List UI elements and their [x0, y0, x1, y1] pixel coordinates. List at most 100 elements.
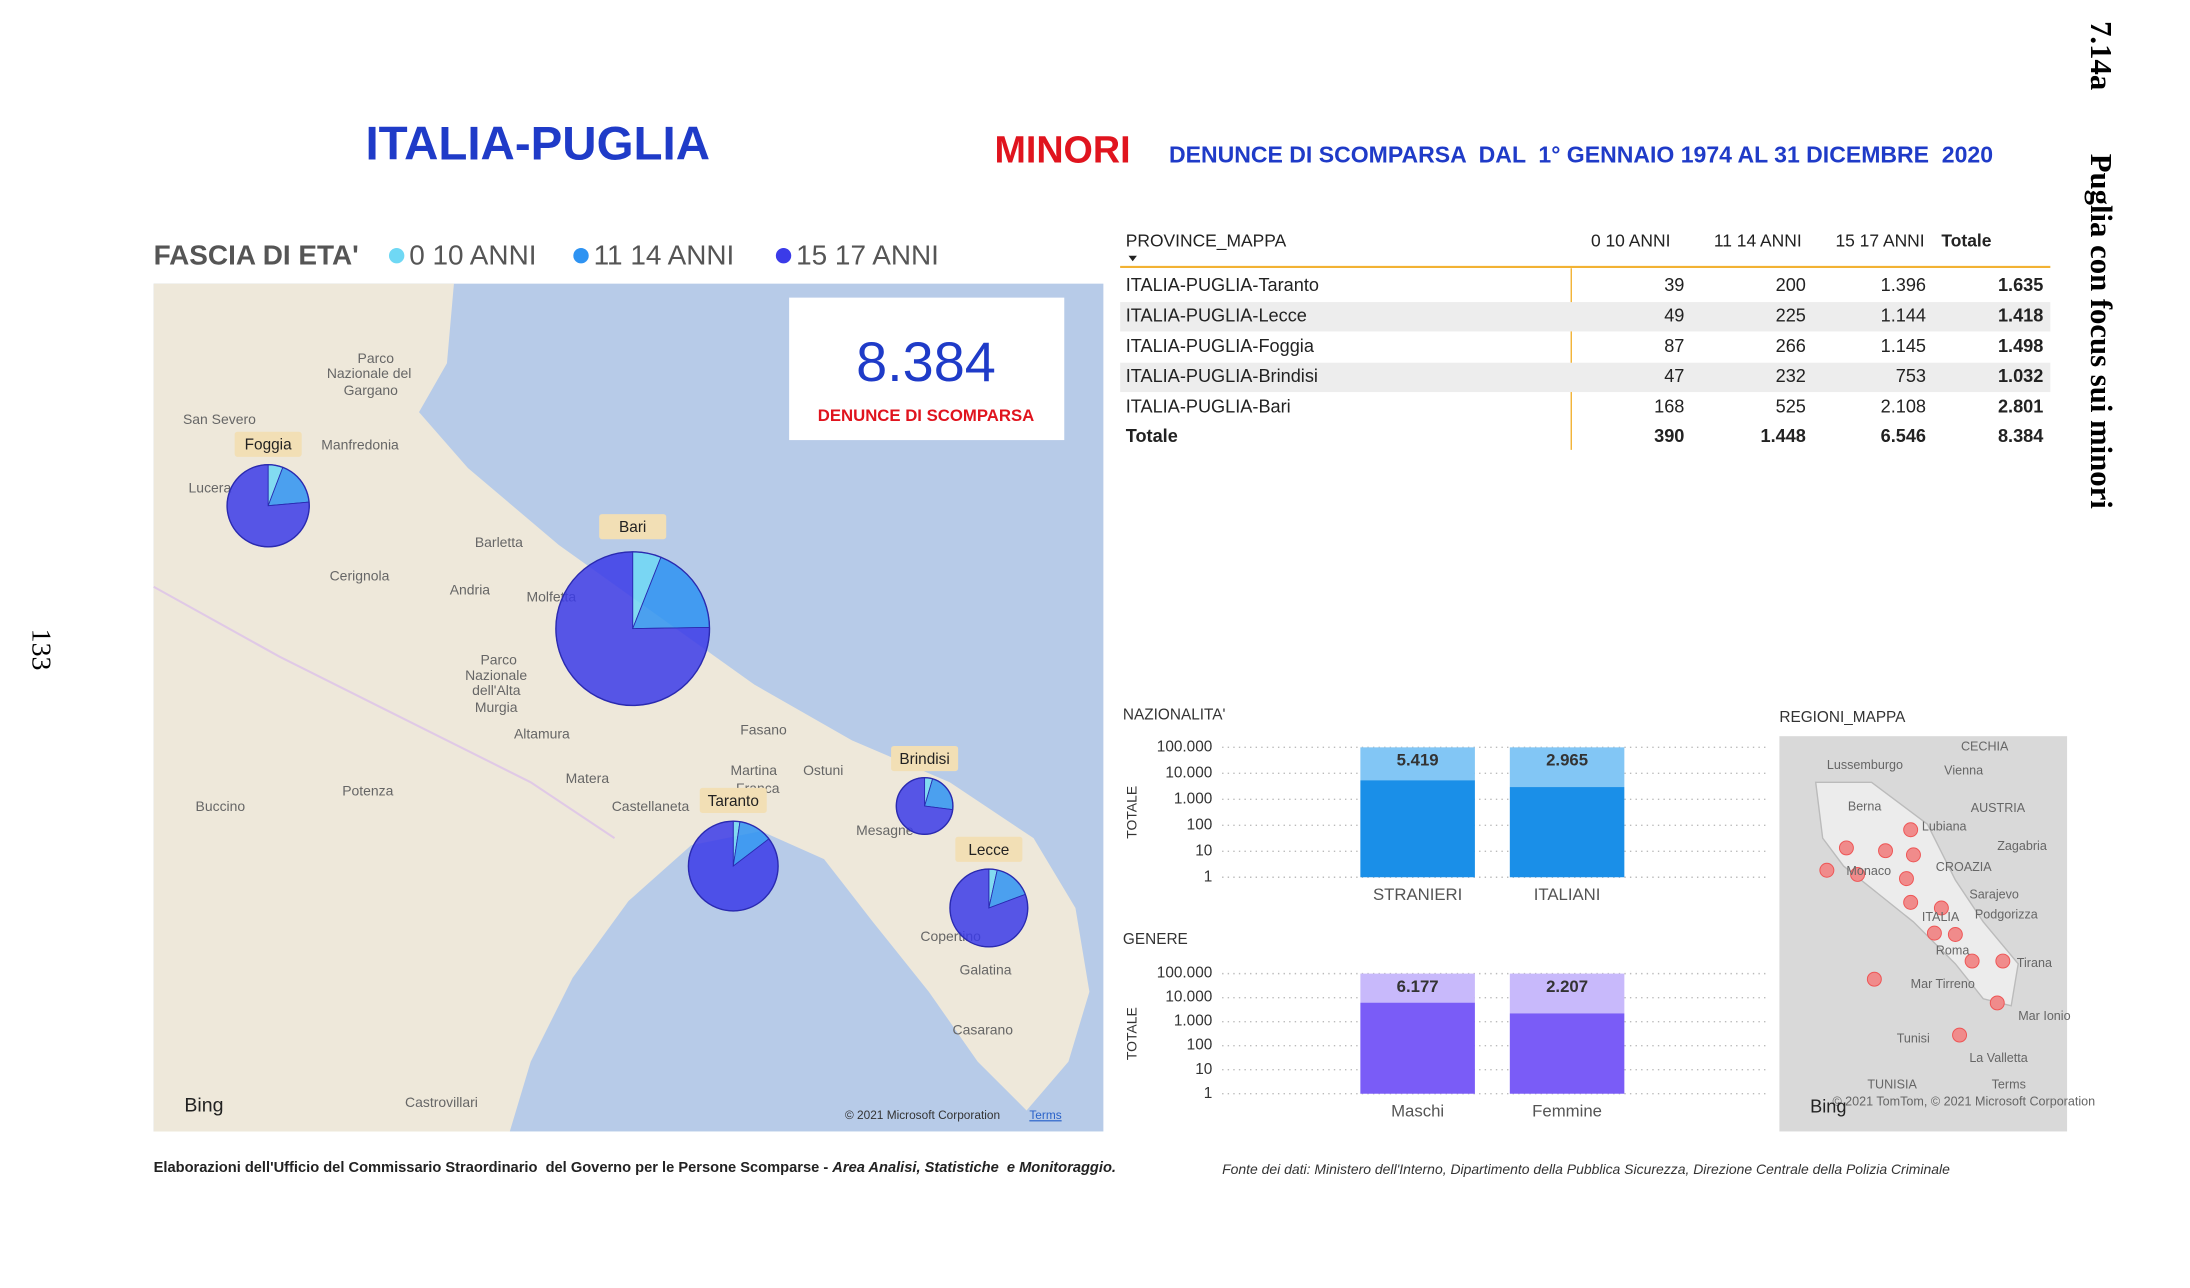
kpi-card — [789, 297, 1065, 441]
place-label: Barletta — [475, 534, 523, 550]
place-label: Parco — [358, 350, 395, 366]
place-label: Parco — [480, 651, 517, 667]
bubble-tag — [955, 836, 1023, 862]
region-label: Sarajevo — [1969, 888, 2019, 902]
place-label: Murgia — [475, 699, 518, 715]
table-cell: 1.418 — [1998, 306, 2043, 326]
table-cell: 168 — [1654, 396, 1684, 416]
regions-map-title: REGIONI_MAPPA — [1779, 709, 1906, 726]
region-label: Roma — [1936, 944, 1970, 958]
place-label: Fasano — [740, 721, 787, 737]
bubble-label: Lecce — [968, 842, 1009, 859]
region-dot — [1903, 822, 1919, 838]
y-tick-label: 1 — [1204, 868, 1213, 885]
y-tick-label: 10 — [1195, 1061, 1212, 1078]
table-cell: 225 — [1776, 306, 1806, 326]
y-tick-label: 10 — [1195, 842, 1212, 859]
region-dot — [1905, 847, 1921, 863]
legend-title: FASCIA DI ETA' — [154, 239, 359, 270]
region-label: Vienna — [1944, 763, 1983, 777]
table-cell: ITALIA-PUGLIA-Bari — [1126, 396, 1291, 416]
place-label: Casarano — [953, 1022, 1014, 1038]
region-dot — [1838, 840, 1854, 856]
region-dot — [1866, 971, 1882, 987]
highlight: MINORI — [994, 128, 1130, 170]
place-label: Gargano — [344, 382, 399, 398]
table-cell: 39 — [1664, 275, 1684, 295]
table-cell: ITALIA-PUGLIA-Foggia — [1126, 336, 1315, 356]
table-cell: 200 — [1776, 275, 1806, 295]
table-cell: 390 — [1654, 426, 1684, 446]
pie-outline — [949, 868, 1029, 948]
table-cell: 87 — [1664, 336, 1684, 356]
row-band — [1120, 362, 2051, 393]
pie-outline — [687, 820, 779, 912]
place-label: Nazionale del — [327, 365, 412, 381]
credit-italic: Area Analisi, Statistiche e Monitoraggio… — [831, 1160, 1116, 1176]
table-header: PROVINCE_MAPPA — [1126, 230, 1287, 251]
bubble-tag — [599, 514, 667, 540]
table-cell: 1.498 — [1998, 336, 2043, 356]
table-header: 11 14 ANNI — [1714, 230, 1802, 250]
region-label: Zagabria — [1997, 839, 2047, 853]
table-cell: ITALIA-PUGLIA-Lecce — [1126, 306, 1307, 326]
table-cell: ITALIA-PUGLIA-Brindisi — [1126, 366, 1318, 386]
value-label: 5.419 — [1397, 751, 1439, 770]
credit: Elaborazioni dell'Ufficio del Commissari… — [154, 1160, 833, 1176]
region-label: Podgorizza — [1975, 907, 2038, 921]
region-label: La Valletta — [1969, 1051, 2027, 1065]
footer-source: Fonte dei dati: Ministero dell'Interno, … — [1222, 1161, 1950, 1177]
map-provider: Bing — [184, 1094, 223, 1116]
map-terms[interactable]: Terms — [1029, 1108, 1061, 1122]
region-dot — [1926, 925, 1942, 941]
place-label: Mesagne — [856, 822, 914, 838]
value-label: 2.207 — [1546, 977, 1588, 996]
y-tick-label: 100 — [1187, 1037, 1213, 1054]
region-label: CROAZIA — [1936, 860, 1992, 874]
kpi-value: 8.384 — [856, 330, 996, 393]
legend-dot — [573, 248, 589, 264]
place-label: dell'Alta — [472, 682, 521, 698]
place-label: Castrovillari — [405, 1094, 478, 1110]
region-label: © 2021 TomTom, © 2021 Microsoft Corporat… — [1832, 1094, 2095, 1108]
region-dot — [1952, 1027, 1968, 1043]
table-header: Totale — [1941, 230, 1991, 250]
y-tick-label: 100.000 — [1157, 965, 1213, 982]
place-label: San Severo — [183, 411, 256, 427]
row-band — [1120, 302, 2051, 332]
place-label: Andria — [450, 582, 491, 598]
pie-outline — [226, 463, 310, 548]
region-label: AUSTRIA — [1971, 801, 2026, 815]
table-cell: 8.384 — [1998, 426, 2043, 446]
label-cap — [1360, 973, 1475, 1003]
subtitle: DENUNCE DI SCOMPARSA DAL 1° GENNAIO 1974… — [1169, 142, 1993, 168]
bubble-label: Brindisi — [899, 751, 949, 768]
x-tick-label: Maschi — [1391, 1101, 1444, 1120]
page-number: 133 — [26, 629, 57, 671]
region-dot — [1995, 953, 2011, 969]
footer-credit: Elaborazioni dell'Ufficio del Commissari… — [154, 1160, 1116, 1176]
chart-title: GENERE — [1123, 931, 1188, 948]
table-cell: 2.108 — [1881, 396, 1926, 416]
legend-label: 11 14 ANNI — [594, 239, 735, 270]
table-cell: ITALIA-PUGLIA-Taranto — [1126, 275, 1319, 295]
y-axis-label: TOTALE — [1123, 1007, 1139, 1060]
label-cap — [1360, 747, 1475, 781]
bubble-tag — [699, 787, 767, 813]
table-cell: 1.396 — [1881, 275, 1926, 295]
bar — [1360, 780, 1475, 878]
place-label: Potenza — [342, 783, 393, 799]
table-cell: 525 — [1776, 396, 1806, 416]
region-dot — [1899, 871, 1914, 887]
bar — [1509, 1013, 1625, 1094]
region-dot — [1989, 995, 2005, 1011]
y-tick-label: 1.000 — [1174, 1013, 1212, 1030]
y-tick-label: 10.000 — [1165, 764, 1212, 781]
pie-outline — [895, 777, 954, 836]
sort-arrow — [1128, 255, 1137, 262]
place-label: Altamura — [514, 725, 570, 741]
section-number: 7.14a — [2084, 21, 2118, 90]
legend-label: 15 17 ANNI — [796, 239, 939, 270]
y-tick-label: 100 — [1187, 816, 1213, 833]
kpi-label: DENUNCE DI SCOMPARSA — [818, 406, 1035, 425]
